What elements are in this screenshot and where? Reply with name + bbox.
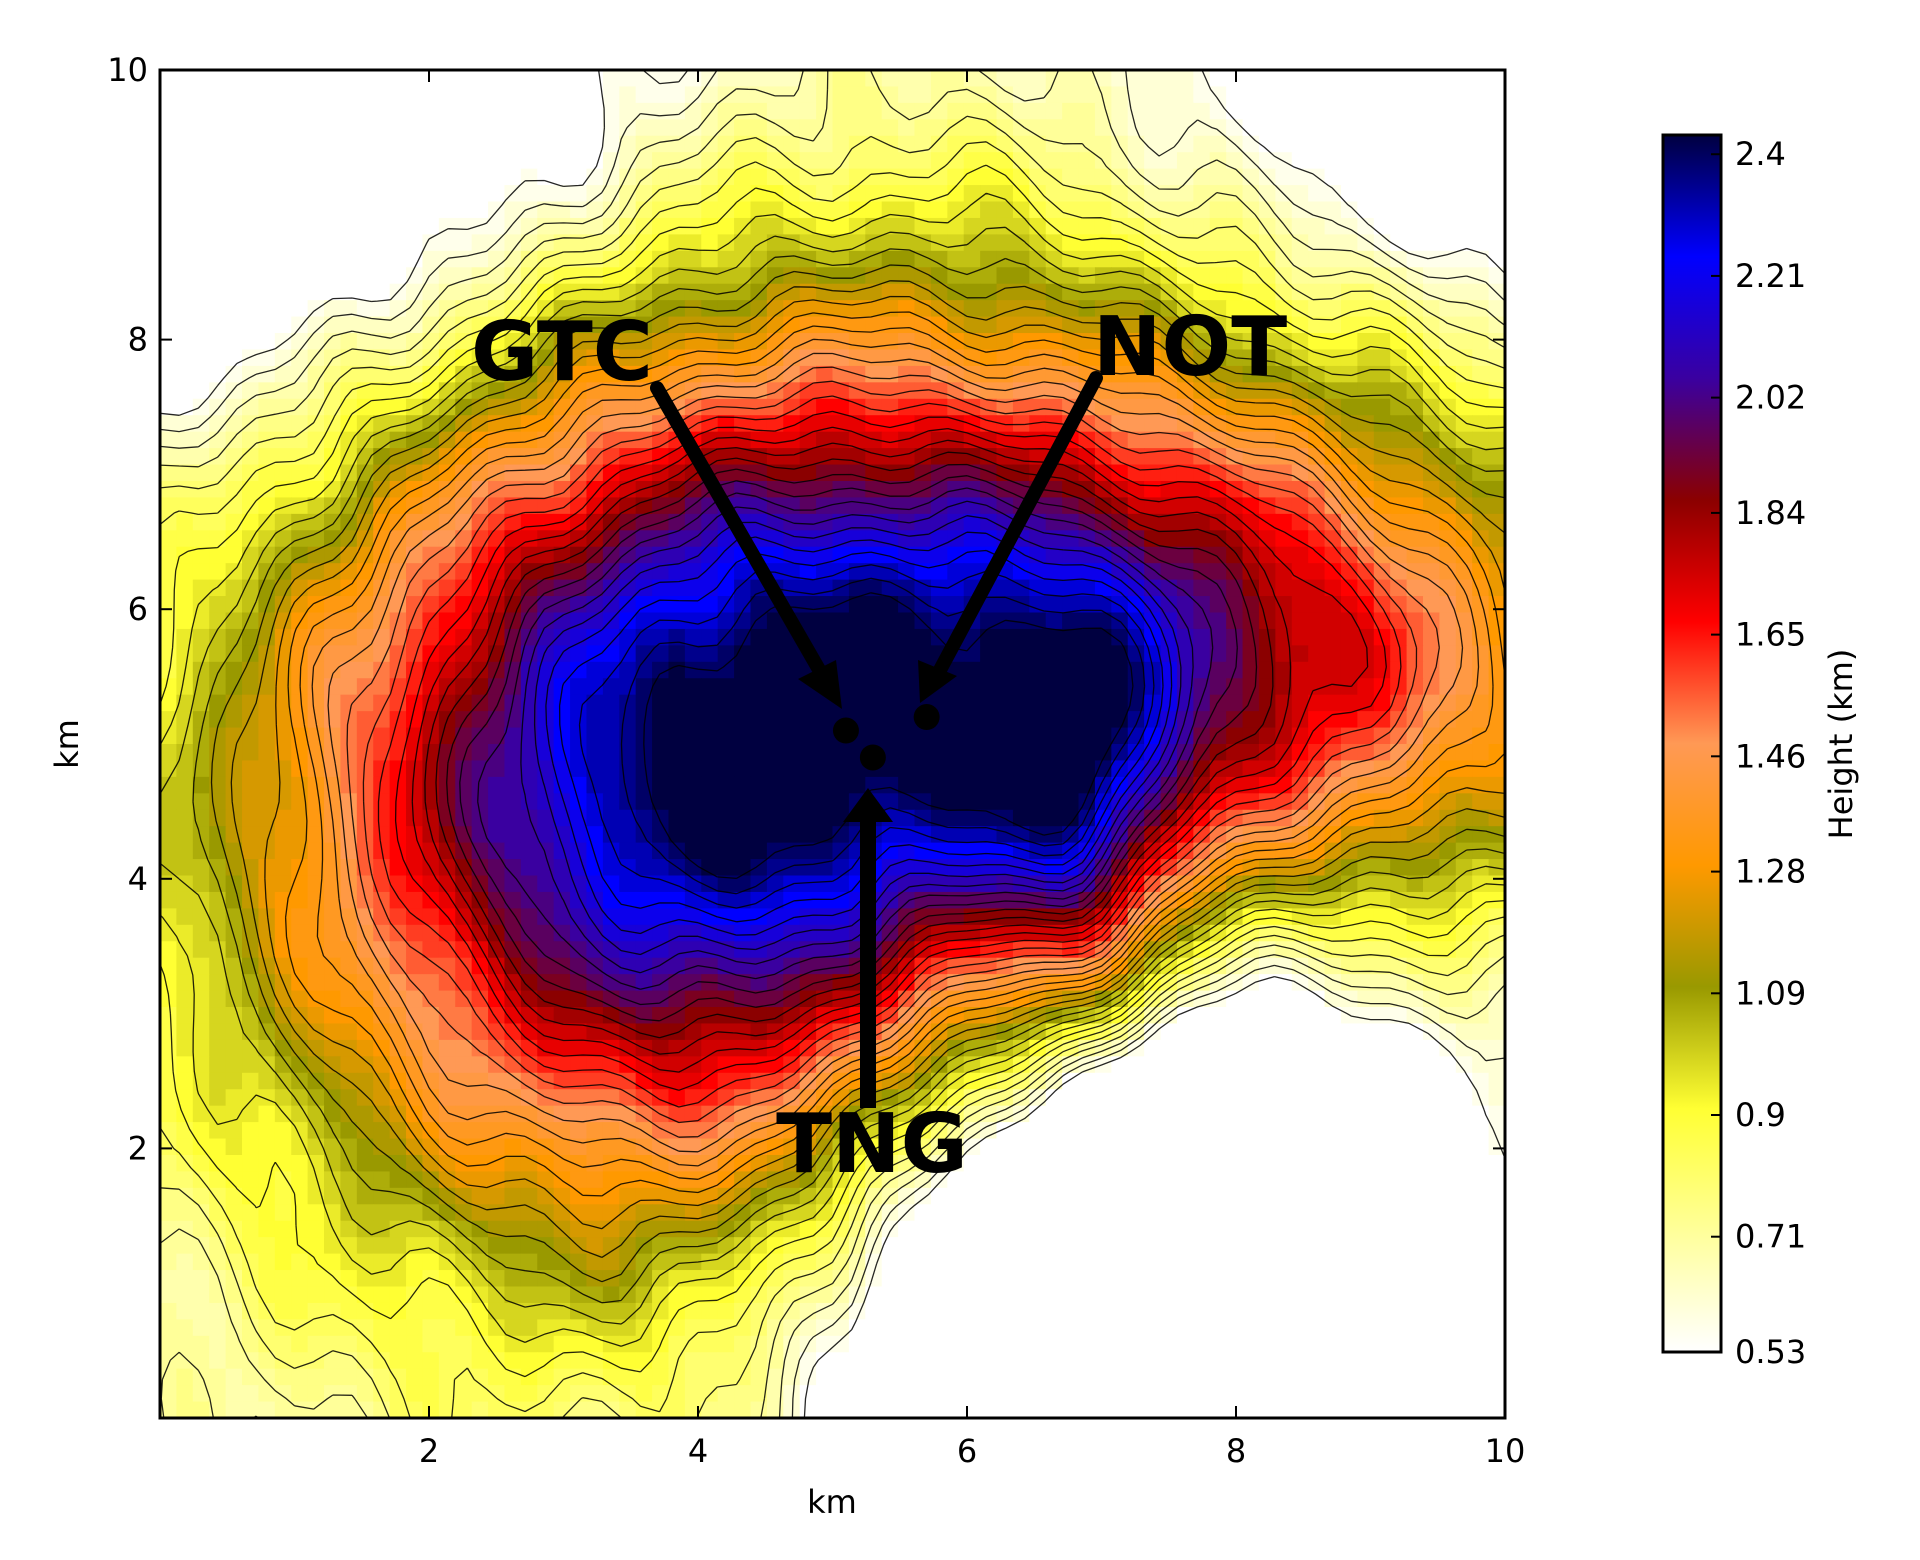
not-arrow	[918, 371, 1103, 703]
colorbar-tick-label: 2.02	[1735, 379, 1806, 417]
contour-line	[160, 70, 1505, 1418]
contour-line	[284, 311, 1505, 1197]
colorbar-tick-label: 1.09	[1735, 974, 1806, 1012]
x-tick-label: 6	[957, 1432, 977, 1470]
contour-line	[346, 366, 1440, 1138]
contour-line	[160, 70, 1505, 1418]
contour-line	[411, 426, 1369, 1073]
contour-line	[160, 115, 1505, 1418]
colorbar-tick-label: 2.21	[1735, 257, 1806, 295]
x-tick-label: 8	[1226, 1432, 1246, 1470]
contour-line	[160, 226, 1505, 1325]
colorbar-gradient	[1661, 133, 1723, 1354]
contour-line	[230, 280, 1505, 1259]
colorbar-tick-label: 0.9	[1735, 1096, 1786, 1134]
plot-frame	[158, 68, 1507, 1420]
y-tick-label: 10	[107, 51, 148, 89]
y-tick-label: 8	[128, 321, 148, 359]
not-label: NOT	[1093, 300, 1287, 395]
contour-line	[210, 264, 1505, 1283]
site-annotations: GTC NOT TNG	[471, 300, 1287, 1192]
x-tick-label: 2	[419, 1432, 439, 1470]
colorbar: 0.53 0.71 0.9 1.09 1.28 1.46 1.65 1.84 2.02 2.21 2…	[1661, 133, 1860, 1371]
y-axis-label: km	[48, 719, 86, 769]
colorbar-tick-label: 0.53	[1735, 1333, 1806, 1371]
y-axis-ticks: 2 4 6 8 10	[107, 51, 1505, 1167]
colorbar-tick-label: 0.71	[1735, 1218, 1806, 1256]
contour-line	[192, 248, 1505, 1304]
colorbar-tick-label: 1.84	[1735, 494, 1806, 532]
contour-line	[160, 70, 1505, 1418]
colorbar-tick-label: 1.65	[1735, 616, 1806, 654]
contour-line	[311, 338, 1480, 1167]
y-tick-label: 2	[128, 1129, 148, 1167]
contour-line	[299, 325, 1494, 1180]
colorbar-tick-label: 2.4	[1735, 135, 1786, 173]
y-tick-label: 4	[128, 860, 148, 898]
contour-line	[377, 395, 1402, 1108]
colorbar-tick-label: 1.28	[1735, 853, 1806, 891]
contour-line	[394, 410, 1387, 1091]
colorbar-label: Height (km)	[1822, 649, 1860, 840]
contour-line	[160, 141, 1505, 1418]
y-tick-label: 6	[128, 590, 148, 628]
colorbar-ticks: 0.53 0.71 0.9 1.09 1.28 1.46 1.65 1.84 2.02 2.21 2…	[1711, 135, 1806, 1371]
contour-line	[362, 380, 1418, 1124]
contour-line	[446, 463, 1258, 1022]
contour-line	[545, 531, 1173, 936]
contour-line	[160, 164, 1505, 1378]
contour-line	[643, 592, 1134, 880]
contour-line	[160, 70, 1505, 1418]
colorbar-tick-label: 1.46	[1735, 737, 1806, 775]
x-tick-label: 10	[1485, 1432, 1526, 1470]
not-site-marker	[913, 704, 940, 731]
contour-lines	[160, 70, 1505, 1418]
x-tick-label: 4	[688, 1432, 708, 1470]
x-axis-label: km	[807, 1483, 857, 1521]
gtc-site-marker	[832, 717, 859, 744]
x-axis-ticks: 2 4 6 8 10	[419, 70, 1526, 1470]
tng-label: TNG	[776, 1097, 968, 1192]
gtc-arrow	[650, 381, 842, 709]
contour-line	[578, 564, 1155, 909]
tng-site-marker	[859, 744, 886, 771]
contour-line	[435, 451, 1274, 1039]
contour-line	[160, 192, 1505, 1347]
contour-map	[160, 70, 1505, 1418]
filled-contours	[160, 70, 1505, 1418]
gtc-label: GTC	[471, 305, 653, 400]
contour-line	[327, 352, 1464, 1153]
contour-line	[477, 487, 1214, 990]
tng-arrow	[843, 788, 893, 1108]
